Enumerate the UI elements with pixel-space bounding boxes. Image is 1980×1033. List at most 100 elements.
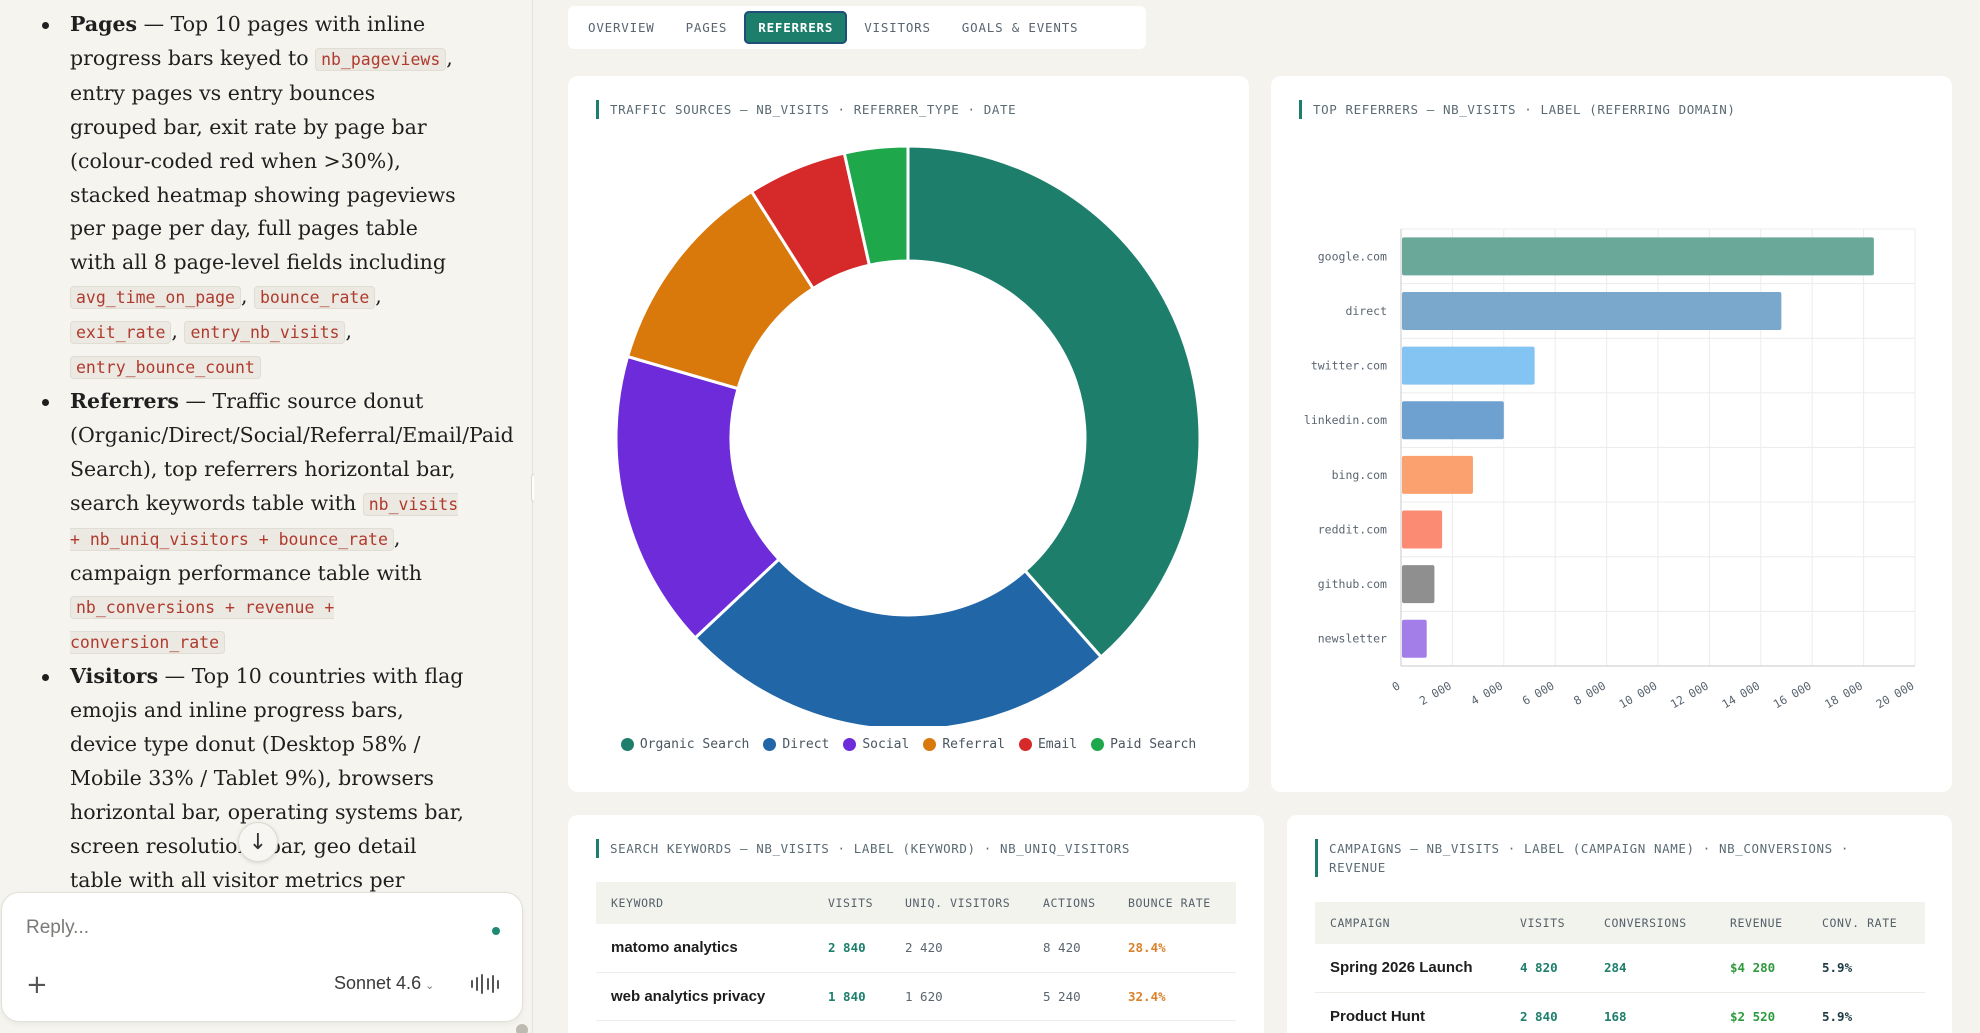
- col-keyword[interactable]: KEYWORD: [596, 882, 813, 924]
- list-item: Referrers — Traffic source donut (Organi…: [38, 385, 514, 660]
- x-tick-label: 4 000: [1468, 678, 1505, 707]
- campaigns-table: CAMPAIGN VISITS CONVERSIONS REVENUE CONV…: [1315, 902, 1925, 1033]
- bullet-heading: Visitors: [70, 664, 159, 689]
- scroll-down-button[interactable]: ↓: [238, 822, 278, 862]
- col-conv-rate[interactable]: CONV. RATE: [1807, 902, 1925, 944]
- donut-slice-social[interactable]: [614, 354, 782, 641]
- bullet-text: , campaign performance table with: [70, 525, 422, 585]
- bar-bing-com[interactable]: [1402, 455, 1473, 494]
- legend-item-referral[interactable]: Referral: [923, 737, 1005, 752]
- legend-item-email[interactable]: Email: [1018, 737, 1078, 752]
- col-visits[interactable]: VISITS: [813, 882, 890, 924]
- traffic-sources-title: TRAFFIC SOURCES — NB_VISITS · REFERRER_T…: [596, 100, 1016, 119]
- bar-reddit-com[interactable]: [1402, 510, 1443, 549]
- visits-cell: 4 820: [1505, 944, 1589, 993]
- analytics-dashboard: OVERVIEW PAGES REFERRERS VISITORS GOALS …: [534, 0, 1980, 1033]
- top-referrers-card: TOP REFERRERS — NB_VISITS · LABEL (REFER…: [1271, 76, 1952, 792]
- bar-newsletter[interactable]: [1402, 619, 1427, 658]
- tab-pages[interactable]: PAGES: [685, 20, 728, 35]
- x-tick-label: 20 000: [1874, 678, 1917, 711]
- actions-cell: 5 240: [1028, 972, 1113, 1021]
- reply-input[interactable]: [26, 913, 466, 943]
- col-revenue[interactable]: REVENUE: [1715, 902, 1807, 944]
- table-row[interactable]: matomo analytics 2 840 2 420 8 420 28.4%: [596, 924, 1236, 973]
- legend-label: Social: [862, 737, 910, 752]
- list-item: Pages — Top 10 pages with inline progres…: [38, 8, 468, 385]
- dashboard-tabs: OVERVIEW PAGES REFERRERS VISITORS GOALS …: [568, 6, 1146, 49]
- top-referrers-bar-chart: google.com direct twitter.com linkedin.com b…: [1304, 228, 1917, 711]
- tab-visitors[interactable]: VISITORS: [864, 20, 931, 35]
- bullet-text: ,: [240, 284, 254, 309]
- scrollbar-thumb[interactable]: [516, 1024, 528, 1033]
- legend-item-organic-search[interactable]: Organic Search: [620, 737, 749, 752]
- x-tick-label: 0: [1389, 678, 1402, 694]
- top-referrers-title: TOP REFERRERS — NB_VISITS · LABEL (REFER…: [1299, 100, 1736, 119]
- add-attachment-button[interactable]: +: [26, 972, 48, 998]
- conv-rate-cell: 5.9%: [1807, 944, 1925, 993]
- legend-item-paid-search[interactable]: Paid Search: [1091, 737, 1196, 752]
- model-name: Sonnet 4.6: [334, 973, 422, 993]
- legend-label: Email: [1037, 737, 1078, 752]
- reply-composer: + Sonnet 4.6⌄: [1, 892, 523, 1022]
- feature-list: Pages — Top 10 pages with inline progres…: [38, 8, 514, 931]
- legend-label: Direct: [782, 737, 830, 752]
- donut-slice-organic-search[interactable]: [906, 144, 1202, 660]
- col-campaign[interactable]: CAMPAIGN: [1315, 902, 1505, 944]
- campaign-cell: Spring 2026 Launch: [1315, 944, 1505, 993]
- conversions-cell: 284: [1589, 944, 1715, 993]
- arrow-down-icon: ↓: [248, 829, 268, 855]
- campaigns-title-line-2: REVENUE: [1329, 860, 1386, 875]
- tab-goals-events[interactable]: GOALS & EVENTS: [961, 20, 1079, 35]
- bullet-text: ,: [345, 319, 352, 344]
- inline-code: entry_nb_visits: [184, 321, 346, 345]
- legend-label: Paid Search: [1110, 737, 1197, 752]
- donut-slice-paid-search[interactable]: [842, 144, 910, 268]
- inline-code: nb_conversions + revenue + conversion_ra…: [70, 596, 335, 655]
- bounce-rate-cell: 28.4%: [1113, 924, 1236, 973]
- voice-input-button[interactable]: [471, 974, 499, 994]
- model-selector[interactable]: Sonnet 4.6 ⌄: [334, 973, 434, 994]
- col-uniq-visitors[interactable]: UNIQ. VISITORS: [890, 882, 1028, 924]
- revenue-cell: $2 520: [1715, 992, 1807, 1033]
- legend-swatch: [620, 738, 634, 751]
- donut-slice-direct[interactable]: [693, 557, 1104, 726]
- y-tick-label: newsletter: [1318, 632, 1387, 646]
- tab-overview[interactable]: OVERVIEW: [588, 20, 655, 35]
- legend-swatch: [1018, 738, 1032, 751]
- inline-code: exit_rate: [70, 321, 172, 345]
- inline-code: entry_bounce_count: [70, 356, 261, 380]
- chat-pane: Pages — Top 10 pages with inline progres…: [0, 0, 533, 1033]
- bar-twitter-com[interactable]: [1402, 346, 1535, 385]
- table-row[interactable]: Spring 2026 Launch 4 820 284 $4 280 5.9%: [1315, 944, 1925, 993]
- table-row[interactable]: web analytics privacy 1 840 1 620 5 240 …: [596, 972, 1236, 1021]
- campaigns-card: CAMPAIGNS — NB_VISITS · LABEL (CAMPAIGN …: [1287, 815, 1952, 1033]
- legend-swatch: [763, 738, 777, 751]
- col-actions[interactable]: ACTIONS: [1028, 882, 1113, 924]
- campaign-cell: Product Hunt: [1315, 992, 1505, 1033]
- col-visits[interactable]: VISITS: [1505, 902, 1589, 944]
- y-tick-label: linkedin.com: [1304, 413, 1387, 427]
- x-tick-label: 18 000: [1822, 678, 1865, 711]
- tab-referrers[interactable]: REFERRERS: [744, 11, 848, 44]
- search-keywords-title: SEARCH KEYWORDS — NB_VISITS · LABEL (KEY…: [596, 839, 1130, 858]
- y-tick-label: direct: [1345, 304, 1387, 318]
- uniq-visitors-cell: 1 620: [890, 972, 1028, 1021]
- table-row[interactable]: Product Hunt 2 840 168 $2 520 5.9%: [1315, 992, 1925, 1033]
- legend-item-direct[interactable]: Direct: [763, 737, 829, 752]
- x-tick-label: 2 000: [1417, 678, 1454, 707]
- col-conversions[interactable]: CONVERSIONS: [1589, 902, 1715, 944]
- visits-cell: 2 840: [1505, 992, 1589, 1033]
- conversions-cell: 168: [1589, 992, 1715, 1033]
- legend-swatch: [843, 738, 857, 751]
- bar-direct[interactable]: [1402, 291, 1782, 330]
- col-bounce-rate[interactable]: BOUNCE RATE: [1113, 882, 1236, 924]
- legend-swatch: [1091, 738, 1105, 751]
- legend-label: Referral: [942, 737, 1005, 752]
- bar-linkedin-com[interactable]: [1402, 401, 1504, 440]
- bar-github-com[interactable]: [1402, 565, 1435, 604]
- visits-cell: 2 840: [813, 924, 890, 973]
- bar-google-com[interactable]: [1402, 237, 1874, 276]
- legend-item-social[interactable]: Social: [843, 737, 909, 752]
- x-tick-label: 8 000: [1571, 678, 1608, 707]
- bounce-rate-cell: 32.4%: [1113, 972, 1236, 1021]
